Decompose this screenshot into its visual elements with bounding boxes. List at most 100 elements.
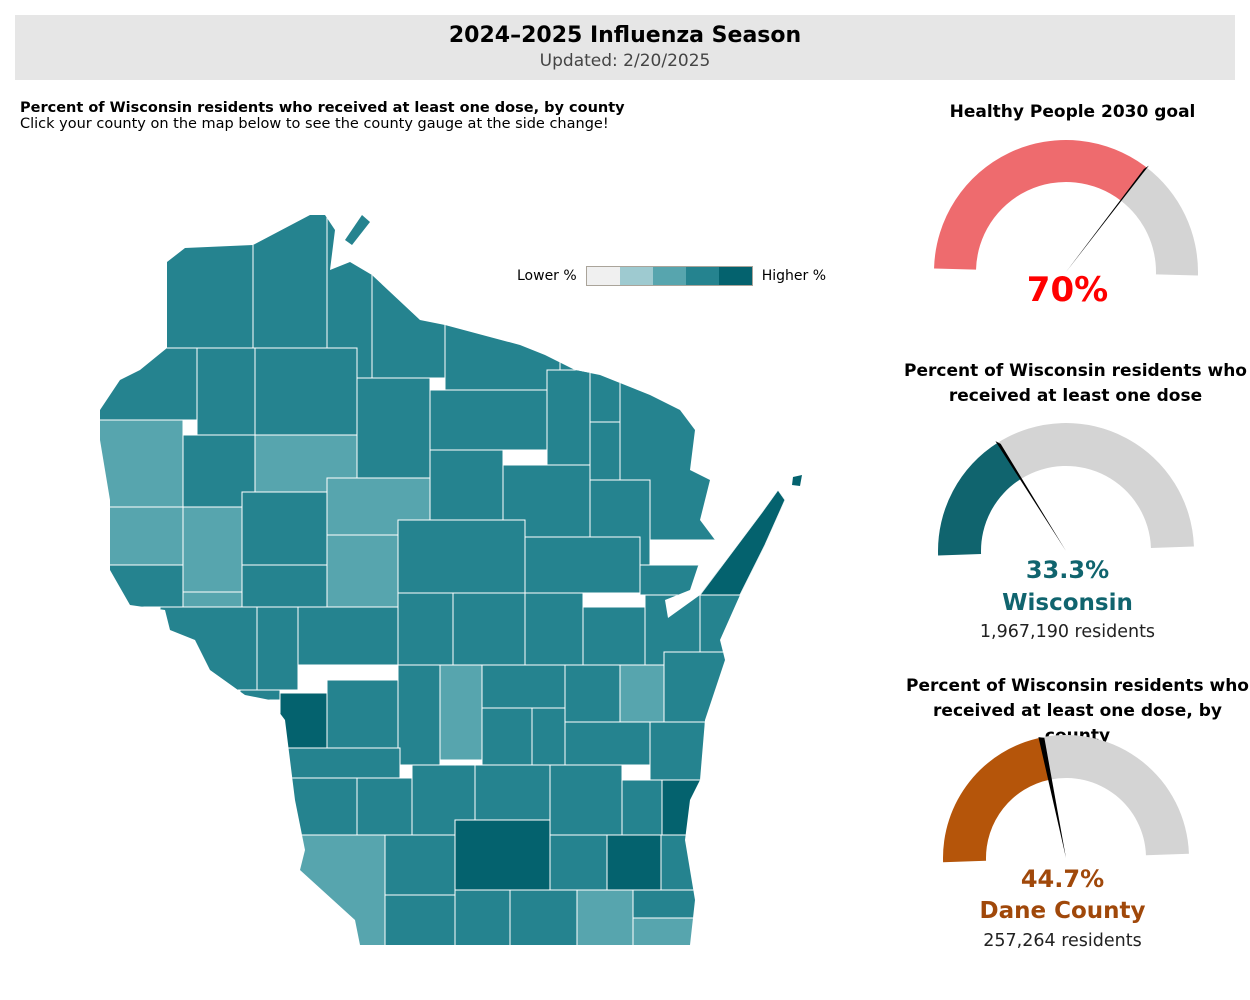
county[interactable] bbox=[429, 389, 548, 451]
county[interactable] bbox=[454, 819, 551, 891]
county[interactable] bbox=[606, 834, 662, 891]
state-residents: 1,967,190 residents bbox=[979, 622, 1156, 642]
county[interactable] bbox=[452, 592, 526, 666]
county[interactable] bbox=[90, 347, 198, 421]
state-gauge-title: Percent of Wisconsin residents who recei… bbox=[904, 361, 1247, 406]
county[interactable] bbox=[481, 664, 566, 709]
state-gauge bbox=[938, 423, 1194, 556]
county[interactable] bbox=[632, 889, 701, 919]
map-instruction: Click your county on the map below to se… bbox=[20, 116, 609, 132]
county[interactable] bbox=[582, 606, 646, 666]
county[interactable] bbox=[663, 651, 731, 723]
county[interactable] bbox=[524, 536, 641, 594]
county[interactable] bbox=[241, 564, 328, 608]
county[interactable] bbox=[439, 664, 483, 761]
county-value: 44.7% bbox=[1020, 865, 1105, 893]
wisconsin-county-map[interactable] bbox=[0, 150, 850, 1000]
county[interactable] bbox=[549, 834, 608, 891]
island bbox=[792, 475, 802, 486]
county[interactable] bbox=[284, 777, 358, 836]
county[interactable] bbox=[564, 664, 621, 723]
legend-low-label: Lower % bbox=[517, 268, 577, 284]
county[interactable] bbox=[397, 592, 454, 666]
county[interactable] bbox=[90, 564, 184, 608]
gauge-fill bbox=[943, 737, 1050, 863]
county[interactable] bbox=[182, 591, 243, 608]
county[interactable] bbox=[371, 200, 446, 379]
legend-high-label: Higher % bbox=[761, 268, 827, 284]
goal-gauge bbox=[934, 140, 1198, 276]
gauge-fill bbox=[934, 140, 1147, 270]
county[interactable] bbox=[159, 606, 258, 691]
county[interactable] bbox=[546, 369, 591, 466]
island bbox=[345, 215, 370, 245]
gauge-needle bbox=[1066, 165, 1149, 272]
county[interactable] bbox=[297, 606, 399, 666]
county[interactable] bbox=[90, 506, 184, 566]
county[interactable] bbox=[661, 779, 701, 836]
county[interactable] bbox=[397, 519, 526, 594]
county[interactable] bbox=[699, 594, 746, 653]
legend-swatch bbox=[619, 267, 653, 285]
counties[interactable] bbox=[90, 200, 785, 950]
county-gauge-title: Percent of Wisconsin residents who recei… bbox=[906, 676, 1249, 746]
goal-gauge-title: Healthy People 2030 goal bbox=[949, 102, 1196, 122]
county[interactable] bbox=[384, 894, 456, 950]
legend-swatch bbox=[586, 267, 620, 285]
map-title: Percent of Wisconsin residents who recei… bbox=[20, 100, 625, 116]
county[interactable] bbox=[474, 764, 551, 821]
county[interactable] bbox=[90, 419, 184, 508]
state-name: Wisconsin bbox=[1002, 590, 1133, 616]
state-value: 33.3% bbox=[1025, 556, 1110, 584]
county-name: Dane County bbox=[979, 898, 1146, 924]
legend-swatch bbox=[718, 267, 752, 285]
county[interactable] bbox=[90, 200, 254, 349]
county[interactable] bbox=[509, 889, 578, 950]
page-title: 2024–2025 Influenza Season bbox=[448, 23, 802, 48]
county[interactable] bbox=[279, 692, 328, 749]
county[interactable] bbox=[429, 449, 504, 521]
county[interactable] bbox=[621, 779, 663, 836]
legend-swatch bbox=[652, 267, 686, 285]
county[interactable] bbox=[284, 747, 401, 779]
county[interactable] bbox=[564, 721, 651, 766]
county[interactable] bbox=[397, 664, 441, 766]
county[interactable] bbox=[384, 834, 456, 896]
county[interactable] bbox=[254, 347, 358, 436]
county[interactable] bbox=[252, 200, 328, 349]
county[interactable] bbox=[524, 592, 584, 666]
gauge-fill bbox=[938, 442, 1021, 556]
map-legend: Lower % Higher % bbox=[517, 266, 826, 286]
county[interactable] bbox=[241, 491, 328, 566]
county[interactable] bbox=[699, 489, 785, 596]
county[interactable] bbox=[454, 889, 511, 950]
county[interactable] bbox=[239, 689, 281, 701]
county-residents: 257,264 residents bbox=[983, 931, 1142, 951]
county[interactable] bbox=[481, 707, 533, 766]
county[interactable] bbox=[196, 347, 256, 436]
legend-swatch bbox=[685, 267, 719, 285]
county[interactable] bbox=[182, 506, 243, 593]
county[interactable] bbox=[279, 834, 386, 950]
legend-color-scale bbox=[585, 266, 753, 286]
header: 2024–2025 Influenza Season Updated: 2/20… bbox=[15, 15, 1235, 80]
county[interactable] bbox=[444, 299, 561, 391]
gauge-remainder bbox=[1120, 167, 1198, 276]
county[interactable] bbox=[576, 889, 634, 950]
county-gauge bbox=[943, 735, 1189, 863]
gauge-remainder bbox=[1041, 735, 1189, 856]
county[interactable] bbox=[326, 679, 399, 749]
county[interactable] bbox=[256, 606, 299, 691]
gauge-remainder bbox=[998, 423, 1194, 549]
county[interactable] bbox=[660, 834, 701, 891]
county[interactable] bbox=[619, 664, 665, 723]
updated-date: Updated: 2/20/2025 bbox=[539, 51, 711, 71]
county[interactable] bbox=[632, 917, 701, 950]
goal-value: 70% bbox=[1026, 270, 1109, 310]
county[interactable] bbox=[356, 777, 413, 836]
county[interactable] bbox=[549, 764, 623, 836]
county[interactable] bbox=[649, 721, 706, 781]
county[interactable] bbox=[356, 377, 431, 479]
county[interactable] bbox=[531, 707, 566, 766]
county[interactable] bbox=[589, 421, 621, 481]
